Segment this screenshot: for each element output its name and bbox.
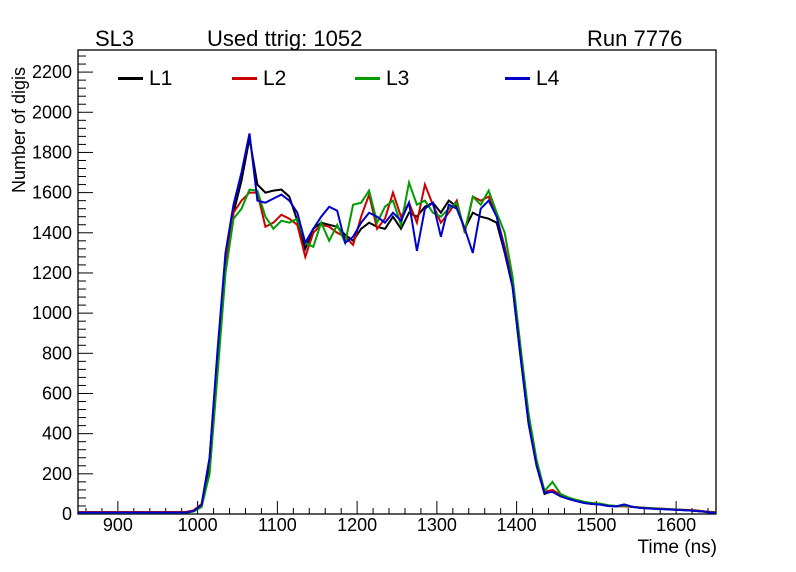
x-tick-label: 1500 [576,515,616,535]
y-tick-label: 1200 [32,263,72,283]
legend-line-sample-l2 [232,76,257,80]
legend-line-sample-l3 [355,76,380,80]
y-tick-label: 1000 [32,303,72,323]
legend-line-sample-l1 [118,76,143,80]
legend-label-l1: L1 [149,66,173,90]
x-tick-label: 900 [103,515,133,535]
x-tick-label: 1100 [258,515,297,535]
x-tick-label: 1300 [417,515,457,535]
legend-label-l4: L4 [536,66,560,90]
legend-item-l4: L4 [505,66,559,90]
y-axis-title: Number of digis [9,67,29,193]
x-axis-title: Time (ns) [637,537,717,558]
y-tick-label: 2000 [32,102,72,122]
y-tick-label: 800 [42,343,72,363]
y-tick-label: 600 [42,383,72,403]
x-tick-label: 1200 [337,515,377,535]
y-tick-label: 1400 [32,223,72,243]
pad-title-center: Used ttrig: 1052 [207,26,363,51]
y-tick-label: 2200 [32,62,72,82]
y-tick-label: 1800 [32,142,72,162]
x-tick-label: 1000 [178,515,218,535]
series-line-L4 [78,133,716,514]
legend-item-l2: L2 [232,66,286,90]
legend-item-l3: L3 [355,66,409,90]
x-tick-label: 1600 [656,515,696,535]
plot-frame [77,49,717,515]
legend-item-l1: L1 [118,66,172,90]
pad-title-left: SL3 [95,26,135,51]
pad-title-right: Run 7776 [587,26,683,51]
y-tick-label: 0 [62,504,72,524]
legend-line-sample-l4 [505,76,530,80]
series-line-L3 [78,178,716,514]
legend-label-l3: L3 [386,66,410,90]
y-tick-label: 200 [42,464,72,484]
y-tick-label: 1600 [32,183,72,203]
series-line-L1 [78,138,716,514]
legend-label-l2: L2 [263,66,287,90]
x-tick-label: 1400 [497,515,537,535]
y-tick-label: 400 [42,424,72,444]
series-line-L2 [78,181,716,513]
